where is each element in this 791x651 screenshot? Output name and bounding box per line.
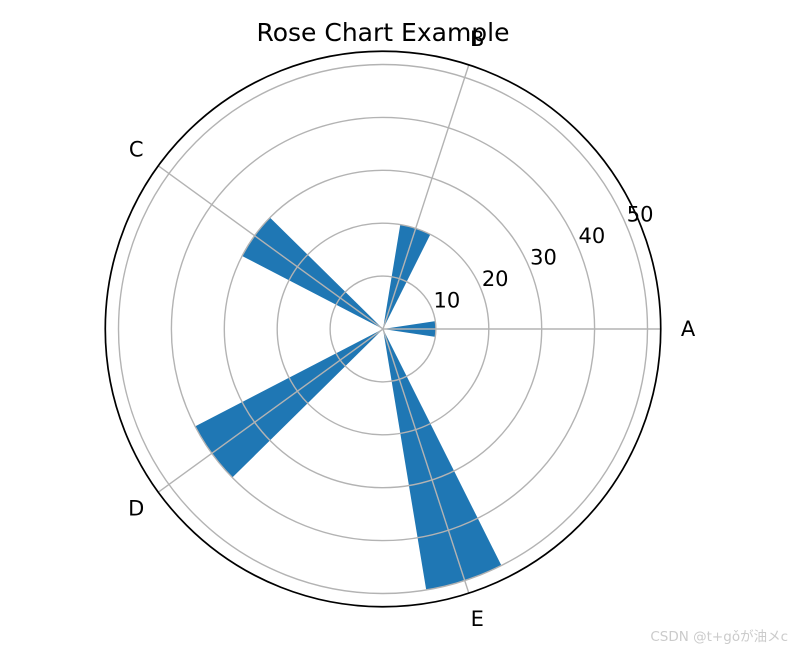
rtick-label-30: 30 xyxy=(530,246,557,270)
watermark: CSDN @t+gǒが油メc xyxy=(650,629,788,645)
grid-spoke-C xyxy=(157,165,384,330)
rtick-label-50: 50 xyxy=(627,203,654,227)
grid-spoke-E xyxy=(382,328,470,594)
polar-spine xyxy=(104,50,662,608)
category-label-E: E xyxy=(471,607,484,631)
category-label-B: B xyxy=(470,27,484,51)
rtick-label-10: 10 xyxy=(433,289,460,313)
chart-title: Rose Chart Example xyxy=(256,18,509,47)
rose-wedge-B xyxy=(383,224,431,329)
grid-spoke-D xyxy=(157,328,384,493)
category-label-A: A xyxy=(681,317,696,341)
category-label-D: D xyxy=(128,496,144,520)
rose-wedge-C xyxy=(242,217,383,329)
category-label-C: C xyxy=(129,138,144,162)
chart-layer: 10 20 30 40 50 A B C D E xyxy=(104,27,696,631)
rose-wedge-D xyxy=(195,329,383,478)
rtick-label-40: 40 xyxy=(578,224,605,248)
rtick-label-20: 20 xyxy=(482,267,509,291)
grid-spoke-B xyxy=(382,64,470,330)
rose-wedge-E xyxy=(383,329,502,590)
